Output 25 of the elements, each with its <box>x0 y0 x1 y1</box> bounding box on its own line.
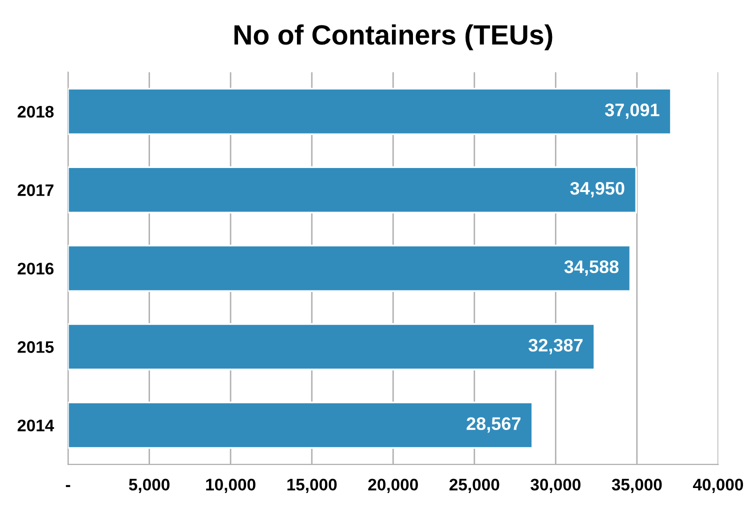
x-tick-label: 20,000 <box>368 478 418 493</box>
bar <box>68 323 596 370</box>
bar <box>68 402 534 449</box>
data-label: 34,950 <box>570 182 624 198</box>
x-tick-label: 10,000 <box>206 478 256 493</box>
data-label: 34,588 <box>564 260 619 276</box>
y-tick-label: 2017 <box>18 184 54 196</box>
data-label: 32,387 <box>528 338 583 354</box>
bar <box>68 166 637 214</box>
y-tick-label: 2016 <box>18 262 54 275</box>
x-tick-label: 15,000 <box>287 478 337 493</box>
x-tick-label: 5,000 <box>128 478 170 493</box>
bar <box>68 244 632 292</box>
bar <box>68 88 672 136</box>
x-tick-label: 25,000 <box>449 478 500 493</box>
data-label: 28,567 <box>466 417 520 433</box>
x-tick-label: - <box>66 485 70 488</box>
x-tick-label: 35,000 <box>612 478 662 493</box>
y-tick-label: 2018 <box>18 106 54 118</box>
chart-title: No of Containers (TEUs) <box>234 24 552 50</box>
x-tick-label: 30,000 <box>530 478 580 493</box>
x-tick-label: 40,000 <box>692 478 744 493</box>
y-tick-label: 2014 <box>18 420 54 432</box>
y-tick-label: 2015 <box>18 341 54 353</box>
data-label: 37,091 <box>605 104 660 119</box>
